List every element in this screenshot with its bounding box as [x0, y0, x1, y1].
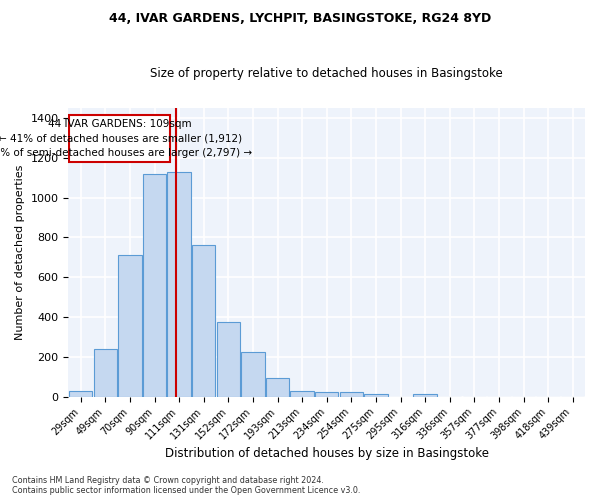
Bar [266, 378, 289, 396]
Bar [118, 256, 142, 396]
Bar [413, 394, 437, 396]
Bar [340, 392, 363, 396]
Text: 44, IVAR GARDENS, LYCHPIT, BASINGSTOKE, RG24 8YD: 44, IVAR GARDENS, LYCHPIT, BASINGSTOKE, … [109, 12, 491, 26]
Y-axis label: Number of detached properties: Number of detached properties [15, 164, 25, 340]
Bar [315, 392, 338, 396]
Text: ← 41% of detached houses are smaller (1,912): ← 41% of detached houses are smaller (1,… [0, 134, 242, 143]
Bar [167, 172, 191, 396]
Bar [143, 174, 166, 396]
Bar [94, 349, 117, 397]
FancyBboxPatch shape [69, 115, 170, 162]
Text: Contains HM Land Registry data © Crown copyright and database right 2024.: Contains HM Land Registry data © Crown c… [12, 476, 324, 485]
Bar [69, 391, 92, 396]
Title: Size of property relative to detached houses in Basingstoke: Size of property relative to detached ho… [151, 68, 503, 80]
Bar [290, 390, 314, 396]
Text: 44 IVAR GARDENS: 109sqm: 44 IVAR GARDENS: 109sqm [48, 120, 191, 130]
X-axis label: Distribution of detached houses by size in Basingstoke: Distribution of detached houses by size … [165, 447, 489, 460]
Bar [364, 394, 388, 396]
Text: 59% of semi-detached houses are larger (2,797) →: 59% of semi-detached houses are larger (… [0, 148, 252, 158]
Bar [192, 246, 215, 396]
Bar [217, 322, 240, 396]
Text: Contains public sector information licensed under the Open Government Licence v3: Contains public sector information licen… [12, 486, 361, 495]
Bar [241, 352, 265, 397]
